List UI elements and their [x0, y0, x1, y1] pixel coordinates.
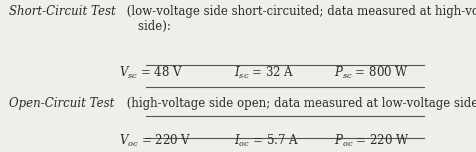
- Text: $P_{oc}$ = 220 W: $P_{oc}$ = 220 W: [333, 133, 408, 149]
- Text: Short-Circuit Test: Short-Circuit Test: [9, 5, 115, 18]
- Text: (low-voltage side short-circuited; data measured at high-voltage
    side):: (low-voltage side short-circuited; data …: [123, 5, 476, 33]
- Text: $V_{oc}$ = 220 V: $V_{oc}$ = 220 V: [119, 133, 191, 149]
- Text: $I_{sc}$ = 32 A: $I_{sc}$ = 32 A: [233, 65, 294, 81]
- Text: $V_{sc}$ = 48 V: $V_{sc}$ = 48 V: [119, 65, 183, 81]
- Text: $I_{oc}$ = 5.7 A: $I_{oc}$ = 5.7 A: [233, 133, 298, 149]
- Text: $P_{sc}$ = 800 W: $P_{sc}$ = 800 W: [333, 65, 408, 81]
- Text: Open-Circuit Test: Open-Circuit Test: [9, 97, 114, 110]
- Text: (high-voltage side open; data measured at low-voltage side):: (high-voltage side open; data measured a…: [123, 97, 476, 110]
